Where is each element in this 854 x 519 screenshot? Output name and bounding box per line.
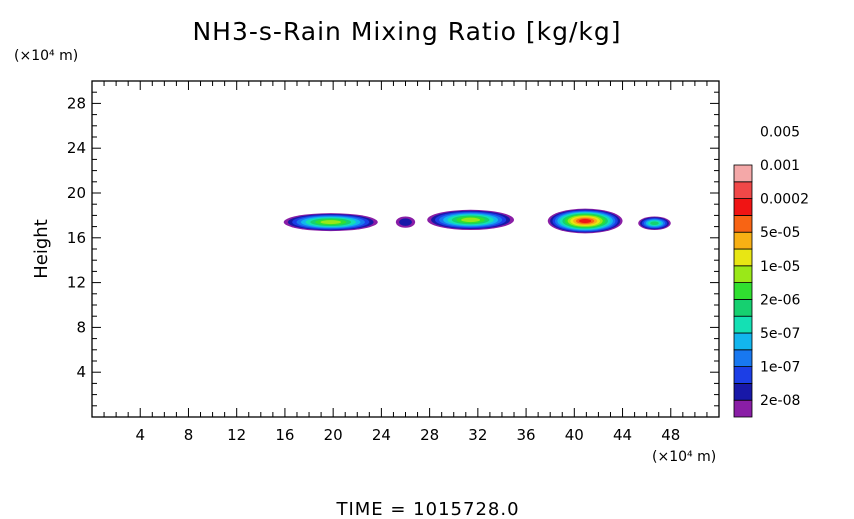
colorbar-label: 0.0002 — [760, 192, 809, 208]
x-tick-label: 8 — [184, 426, 194, 444]
y-tick-label: 16 — [67, 229, 86, 247]
y-unit-label: (×10⁴ m) — [14, 48, 78, 64]
rain-cell — [547, 208, 623, 234]
y-tick-label: 24 — [67, 139, 86, 157]
colorbar-swatch — [733, 265, 753, 283]
colorbar-swatch — [733, 231, 753, 250]
colorbar-swatch — [733, 315, 753, 334]
colorbar-swatch — [733, 399, 753, 418]
colorbar-label: 1e-07 — [760, 360, 800, 376]
y-tick-label: 8 — [76, 318, 86, 336]
colorbar-swatch — [733, 164, 753, 183]
colorbar-label: 2e-08 — [760, 393, 800, 409]
colorbar-swatch — [733, 332, 753, 351]
colorbar-swatch — [733, 214, 753, 233]
colorbar-label: 0.001 — [760, 158, 800, 174]
colorbar-swatch — [733, 282, 753, 300]
colorbar-swatch — [733, 366, 753, 384]
rain-cell — [427, 209, 515, 230]
y-tick-label: 20 — [67, 184, 86, 202]
rain-cell — [395, 216, 416, 228]
colorbar-label: 2e-06 — [760, 292, 800, 308]
x-tick-label: 32 — [468, 426, 487, 444]
rain-cell — [283, 213, 378, 232]
contour-level — [579, 219, 592, 223]
colorbar-label: 1e-05 — [760, 259, 800, 275]
x-tick-label: 16 — [275, 426, 294, 444]
contour-level — [399, 218, 412, 226]
colorbar-label: 5e-07 — [760, 326, 800, 342]
x-tick-label: 40 — [565, 426, 584, 444]
contour-cells — [283, 208, 671, 234]
chart-title: NH3-s-Rain Mixing Ratio [kg/kg] — [192, 17, 621, 46]
colorbar-swatch — [733, 349, 753, 367]
colorbar-swatch — [733, 298, 753, 317]
contour-level — [461, 217, 481, 223]
y-tick-label: 4 — [76, 363, 86, 381]
y-tick-label: 28 — [67, 94, 86, 112]
plot-frame — [91, 80, 720, 418]
x-tick-label: 20 — [324, 426, 343, 444]
x-tick-label: 12 — [227, 426, 246, 444]
x-tick-label: 44 — [613, 426, 632, 444]
colorbar-swatch — [733, 248, 753, 267]
contour-level — [650, 221, 659, 226]
x-tick-label: 24 — [372, 426, 391, 444]
colorbar-swatch — [733, 198, 753, 216]
colorbar-swatch — [733, 181, 753, 200]
x-tick-label: 36 — [517, 426, 536, 444]
y-axis-label: Height — [31, 219, 52, 279]
colorbar: 2e-08 1e-07 5e-07 2e-06 1e-05 5e-05 0.0002 0.00… — [733, 124, 809, 418]
contour-level — [320, 220, 341, 225]
x-unit-label: (×10⁴ m) — [652, 449, 716, 465]
colorbar-label: 0.005 — [760, 124, 800, 140]
x-tick-label: 48 — [661, 426, 680, 444]
x-tick-label: 28 — [420, 426, 439, 444]
rain-cell — [638, 216, 671, 230]
x-tick-label: 4 — [135, 426, 145, 444]
colorbar-swatch — [733, 382, 753, 401]
colorbar-label: 5e-05 — [760, 225, 800, 241]
y-tick-label: 12 — [67, 274, 86, 292]
time-label: TIME = 1015728.0 — [335, 499, 519, 519]
